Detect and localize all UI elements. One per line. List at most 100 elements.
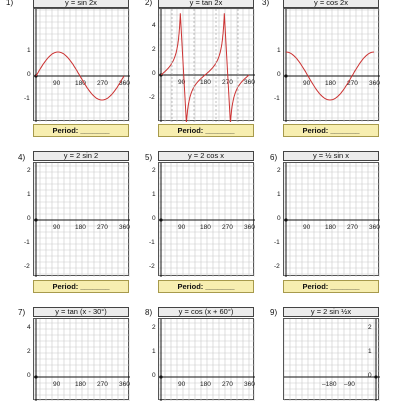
y-tick-label: 1	[152, 191, 156, 198]
x-tick-label: 180	[200, 79, 211, 86]
x-tick-label: 180	[325, 80, 336, 87]
y-tick-label: 2	[27, 167, 31, 174]
x-tick-label: 360	[369, 224, 380, 231]
origin-dot	[159, 218, 163, 222]
graph-grid: 90 180 270 360	[158, 162, 255, 277]
x-tick-label: 180	[325, 224, 336, 231]
panel-number: 5)	[145, 153, 153, 162]
y-tick-label: 0	[152, 215, 156, 222]
x-tick-label: 180	[75, 381, 86, 388]
origin-dot	[284, 74, 288, 78]
graph-grid: 90 180 270 360	[283, 8, 380, 122]
x-tick-label: 270	[222, 224, 233, 231]
curve-branch	[171, 13, 195, 122]
y-tick-label: -2	[24, 263, 30, 270]
curve-path	[35, 51, 125, 101]
y-tick-label: -1	[149, 239, 155, 246]
x-tick-label: 90	[53, 224, 61, 231]
panel-title: y = tan 2x	[158, 0, 254, 8]
graph-canvas: 90 180 270 360	[34, 163, 130, 277]
x-tick-label: 360	[119, 224, 130, 231]
graph-grid: 90 180 270 360	[33, 8, 130, 122]
x-tick-label: 90	[53, 80, 61, 87]
graph-grid: 90 180 270 360	[158, 8, 255, 122]
graph-grid: –180 –90	[283, 318, 380, 401]
graph-grid: 90 180 270 360	[283, 162, 380, 277]
function-curve	[160, 13, 250, 122]
origin-dot	[284, 218, 288, 222]
panel-number: 6)	[270, 153, 278, 162]
x-tick-label: 360	[369, 80, 380, 87]
panel-number: 1)	[6, 0, 14, 7]
y-tick-label: -1	[274, 95, 280, 102]
graph-canvas: 90 180 270 360	[284, 163, 380, 277]
x-tick-label: 360	[119, 80, 130, 87]
panel-number: 7)	[18, 308, 26, 317]
period-box: Period: _______	[33, 124, 129, 137]
y-tick-label: -2	[149, 94, 155, 101]
graph-canvas: 90 180 270 360	[159, 9, 255, 122]
y-tick-label: 4	[27, 324, 31, 331]
x-tick-label: 90	[178, 79, 186, 86]
y-tick-label: 4	[152, 22, 156, 29]
curve-branch	[215, 13, 239, 122]
graph-grid: 90 180 270 360	[33, 318, 130, 401]
origin-dot	[34, 218, 38, 222]
x-tick-label: 90	[178, 224, 186, 231]
x-tick-label: 270	[222, 79, 233, 86]
x-tick-label: 90	[53, 381, 61, 388]
y-tick-label: 1	[27, 191, 31, 198]
y-tick-label: 0	[368, 372, 372, 379]
graph-canvas: 90 180 270 360	[159, 319, 255, 401]
panel-title: y = 2 cos x	[158, 151, 254, 161]
y-tick-label: 2	[277, 167, 281, 174]
x-tick-label: 180	[75, 80, 86, 87]
x-tick-label: 180	[200, 224, 211, 231]
graph-canvas: 90 180 270 360	[34, 9, 130, 122]
curve-path	[285, 51, 375, 101]
x-tick-label: 180	[75, 224, 86, 231]
x-tick-label: –90	[344, 381, 355, 388]
panel-title: y = sin 2x	[33, 0, 129, 8]
function-curve	[285, 51, 375, 101]
curve-branch	[193, 63, 217, 87]
x-tick-label: 180	[200, 381, 211, 388]
y-tick-label: 1	[277, 47, 281, 54]
x-tick-label: 270	[347, 224, 358, 231]
y-tick-label: 0	[152, 372, 156, 379]
y-tick-label: -1	[24, 95, 30, 102]
period-box: Period: _______	[158, 280, 254, 293]
curve-branch	[237, 74, 250, 87]
y-tick-label: 2	[27, 348, 31, 355]
x-tick-label: 270	[347, 80, 358, 87]
y-tick-label: 1	[277, 191, 281, 198]
panel-title: y = 2 sin 2	[33, 151, 129, 161]
curve-branch	[160, 63, 173, 76]
graph-canvas: 90 180 270 360	[284, 9, 380, 122]
period-box: Period: _______	[158, 124, 254, 137]
y-tick-label: 2	[152, 46, 156, 53]
panel-title: y = ½ sin x	[283, 151, 379, 161]
origin-dot	[374, 375, 378, 379]
y-tick-label: 2	[368, 324, 372, 331]
y-tick-label: 0	[27, 372, 31, 379]
graph-canvas: 90 180 270 360	[34, 319, 130, 401]
x-tick-label: 360	[244, 224, 255, 231]
y-tick-label: 2	[152, 324, 156, 331]
y-tick-label: 0	[277, 215, 281, 222]
graph-canvas: 90 180 270 360	[159, 163, 255, 277]
x-tick-label: 360	[244, 381, 255, 388]
function-curve	[35, 51, 125, 101]
x-tick-label: 270	[222, 381, 233, 388]
panel-title: y = cos 2x	[283, 0, 379, 8]
panel-title: y = 2 sin ½x	[283, 307, 379, 317]
graph-grid: 90 180 270 360	[158, 318, 255, 401]
panel-number: 4)	[18, 153, 26, 162]
y-tick-label: 0	[152, 70, 156, 77]
origin-dot	[34, 375, 38, 379]
y-tick-label: -1	[274, 239, 280, 246]
y-tick-label: 0	[27, 215, 31, 222]
x-tick-label: 270	[97, 80, 108, 87]
y-tick-label: -2	[149, 263, 155, 270]
graph-grid: 90 180 270 360	[33, 162, 130, 277]
